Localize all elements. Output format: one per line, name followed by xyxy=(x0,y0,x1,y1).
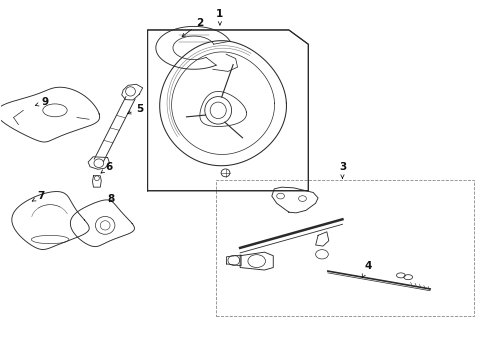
Text: 1: 1 xyxy=(216,9,223,25)
Text: 3: 3 xyxy=(339,162,346,178)
Text: 6: 6 xyxy=(101,162,112,173)
Text: 9: 9 xyxy=(35,97,49,107)
Text: 4: 4 xyxy=(362,261,371,278)
Text: 5: 5 xyxy=(127,104,144,114)
Text: 8: 8 xyxy=(107,194,115,203)
Text: 7: 7 xyxy=(32,191,45,201)
Text: 2: 2 xyxy=(182,18,204,37)
